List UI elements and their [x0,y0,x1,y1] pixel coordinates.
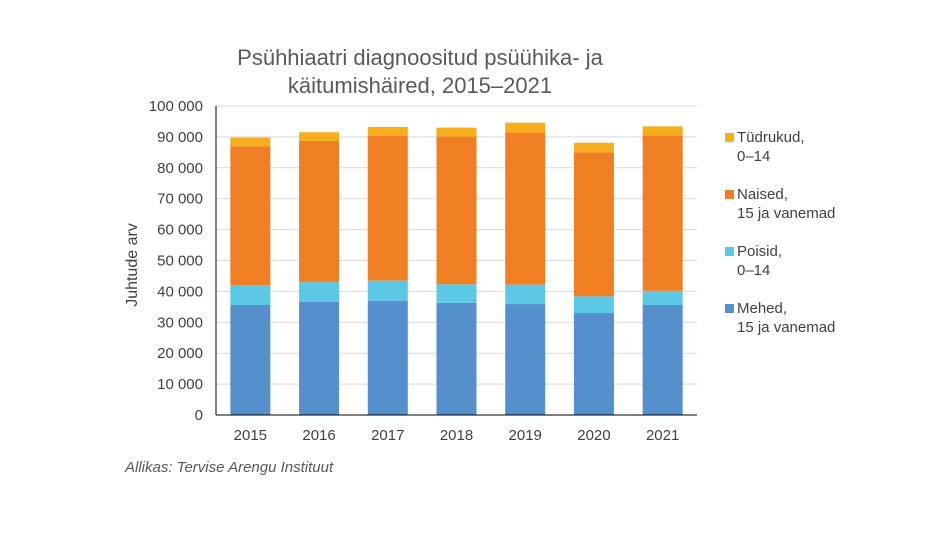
bar-segment-2015 [230,304,271,415]
legend-label-mehed-line-2: 15 ja vanemad [737,319,836,336]
bar-segment-2019 [505,122,546,133]
bar-segment-2016 [299,140,340,283]
y-tick-label: 80 000 [157,160,203,177]
y-tick-label: 30 000 [157,314,203,331]
bar-segment-2015 [230,137,271,147]
y-tick-label: 100 000 [149,98,203,115]
bar-segment-2018 [436,136,477,285]
legend-label-tudrukud-line-1: Tüdrukud, [737,129,805,146]
bar-segment-2020 [573,142,614,153]
legend-swatch-mehed [725,304,734,313]
x-tick-label: 2015 [234,427,267,444]
source-note: Allikas: Tervise Arengu Instituut [125,459,334,476]
bar-segment-2019 [505,132,546,285]
bar-segment-2021 [642,304,683,415]
bar-segment-2020 [573,152,614,297]
legend-swatch-naised [725,190,734,199]
chart-title: Psühhiaatri diagnoositud psüühika- ja kä… [160,44,680,100]
y-tick-label: 90 000 [157,129,203,146]
chart-title-line-1: Psühhiaatri diagnoositud psüühika- ja [237,45,603,70]
bar-segment-2018 [436,284,477,303]
bar-segment-2017 [367,135,408,281]
chart-title-line-2: käitumishäired, 2015–2021 [287,73,553,98]
bar-segment-2016 [299,132,340,141]
bar-segment-2015 [230,146,271,286]
legend-label-tudrukud-line-2: 0–14 [737,148,771,165]
x-tick-label: 2018 [440,427,473,444]
bar-segment-2018 [436,302,477,415]
y-tick-label: 20 000 [157,345,203,362]
x-tick-label: 2016 [302,427,335,444]
bar-segment-2016 [299,301,340,415]
bar-segment-2016 [299,282,340,302]
x-tick-label: 2021 [646,427,679,444]
legend-swatch-poisid [725,247,734,256]
bar-segment-2018 [436,127,477,137]
y-tick-label: 60 000 [157,222,203,239]
bar-segment-2020 [573,313,614,415]
y-axis-label: Juhtude arv [124,223,141,307]
bar-segment-2019 [505,304,546,415]
legend-swatch-tudrukud [725,133,734,142]
legend-label-naised-line-2: 15 ja vanemad [737,205,836,222]
bar-segment-2017 [367,280,408,301]
bar-segment-2021 [642,135,683,291]
legend-label-naised-line-1: Naised, [737,186,788,203]
y-tick-label: 10 000 [157,376,203,393]
legend-label-mehed-line-1: Mehed, [737,300,788,317]
bar-segment-2017 [367,300,408,415]
y-tick-label: 70 000 [157,191,203,208]
legend-label-poisid-line-1: Poisid, [737,243,783,260]
bar-segment-2020 [573,296,614,314]
bar-segment-2021 [642,290,683,305]
y-tick-label: 50 000 [157,253,203,270]
bar-segment-2017 [367,127,408,136]
bar-segment-2019 [505,284,546,305]
bar-segment-2015 [230,285,271,305]
y-tick-label: 0 [195,407,203,424]
legend-label-poisid-line-2: 0–14 [737,262,771,279]
x-tick-label: 2020 [577,427,610,444]
bar-segment-2021 [642,126,683,136]
y-tick-label: 40 000 [157,283,203,300]
x-tick-label: 2017 [371,427,404,444]
x-tick-label: 2019 [509,427,542,444]
